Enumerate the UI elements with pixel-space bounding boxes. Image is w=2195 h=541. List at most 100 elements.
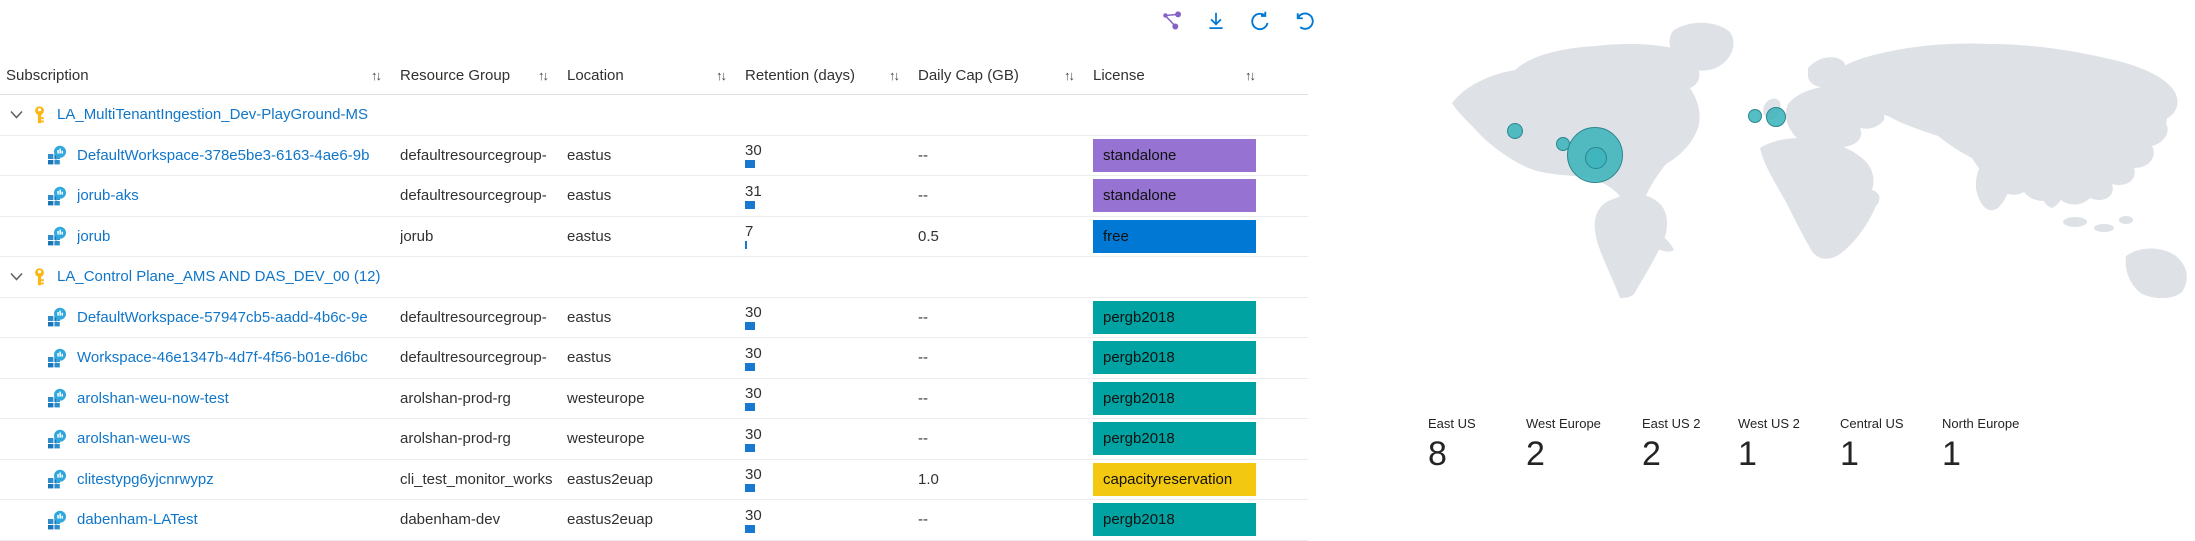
resource-group-cell: dabenham-dev bbox=[400, 511, 501, 529]
world-map bbox=[1452, 22, 2187, 298]
workspace-name-link[interactable]: jorub-aks bbox=[77, 187, 139, 205]
retention-cell: 30 bbox=[745, 345, 918, 371]
daily-cap-cell: -- bbox=[918, 349, 928, 367]
resource-group-cell: arolshan-prod-rg bbox=[400, 389, 511, 407]
workspace-name-link[interactable]: arolshan-weu-ws bbox=[77, 430, 191, 448]
sort-arrows-icon[interactable]: ↑↓ bbox=[1245, 67, 1256, 83]
region-count: 2 bbox=[1526, 435, 1545, 473]
retention-cell: 31 bbox=[745, 183, 918, 209]
log-analytics-workspace-icon bbox=[47, 348, 67, 368]
table-row[interactable]: arolshan-weu-ws arolshan-prod-rg westeur… bbox=[0, 419, 1308, 460]
retention-bar bbox=[745, 241, 747, 250]
workspace-name-link[interactable]: dabenham-LATest bbox=[77, 511, 198, 529]
license-badge: capacityreservation bbox=[1093, 462, 1256, 496]
subscription-group-row[interactable]: LA_MultiTenantIngestion_Dev-PlayGround-M… bbox=[0, 95, 1308, 136]
region-count: 1 bbox=[1840, 435, 1859, 473]
subscription-key-icon bbox=[32, 105, 47, 124]
sort-arrows-icon[interactable]: ↑↓ bbox=[1064, 67, 1075, 83]
location-cell: eastus bbox=[567, 146, 612, 164]
retention-cell: 30 bbox=[745, 385, 918, 412]
subscription-key-icon bbox=[32, 267, 47, 286]
resource-group-cell: defaultresourcegroup- bbox=[400, 349, 547, 367]
workspace-name-link[interactable]: Workspace-46e1347b-4d7f-4f56-b01e-d6bc bbox=[77, 349, 368, 367]
map-bubble[interactable] bbox=[1766, 107, 1786, 127]
retention-cell: 30 bbox=[745, 426, 918, 452]
workspace-name-link[interactable]: arolshan-weu-now-test bbox=[77, 389, 229, 407]
column-header-license[interactable]: License ↑↓ bbox=[1093, 66, 1256, 84]
resource-group-cell: defaultresourcegroup- bbox=[400, 187, 547, 205]
subscription-name-link[interactable]: LA_Control Plane_AMS AND DAS_DEV_00 (12) bbox=[57, 268, 381, 286]
daily-cap-cell: 0.5 bbox=[918, 227, 939, 245]
retention-bar bbox=[745, 403, 755, 412]
undo-icon[interactable] bbox=[1292, 8, 1316, 34]
column-header-resource-group[interactable]: Resource Group ↑↓ bbox=[400, 66, 549, 84]
graph-icon[interactable] bbox=[1160, 8, 1184, 34]
column-header-location[interactable]: Location ↑↓ bbox=[567, 66, 727, 84]
workspace-name-link[interactable]: jorub bbox=[77, 227, 111, 245]
license-badge: pergb2018 bbox=[1093, 381, 1256, 415]
map-bubble[interactable] bbox=[1748, 109, 1762, 123]
table-row[interactable]: DefaultWorkspace-57947cb5-aadd-4b6c-9e d… bbox=[0, 297, 1308, 338]
table-row[interactable]: clitestypg6yjcnrwypz cli_test_monitor_wo… bbox=[0, 459, 1308, 500]
region-count: 1 bbox=[1738, 435, 1757, 473]
retention-cell: 30 bbox=[745, 466, 918, 493]
workspace-name-link[interactable]: clitestypg6yjcnrwypz bbox=[77, 470, 214, 488]
log-analytics-workspace-icon bbox=[47, 226, 67, 246]
daily-cap-cell: 1.0 bbox=[918, 470, 939, 488]
column-header-daily-cap[interactable]: Daily Cap (GB) ↑↓ bbox=[918, 66, 1075, 84]
workspace-name-link[interactable]: DefaultWorkspace-57947cb5-aadd-4b6c-9e bbox=[77, 308, 368, 326]
table-row[interactable]: Workspace-46e1347b-4d7f-4f56-b01e-d6bc d… bbox=[0, 338, 1308, 379]
daily-cap-cell: -- bbox=[918, 308, 928, 326]
retention-cell: 30 bbox=[745, 142, 918, 169]
region-stat: North Europe 1 bbox=[1942, 416, 2020, 473]
region-stat: East US 8 bbox=[1428, 416, 1476, 473]
column-header-subscription[interactable]: Subscription ↑↓ bbox=[6, 66, 382, 84]
daily-cap-cell: -- bbox=[918, 187, 928, 205]
log-analytics-workspace-icon bbox=[47, 145, 67, 165]
log-analytics-workspace-icon bbox=[47, 388, 67, 408]
retention-cell: 30 bbox=[745, 304, 918, 331]
workspaces-table: Subscription ↑↓ Resource Group ↑↓ Location… bbox=[0, 56, 1308, 541]
refresh-icon[interactable] bbox=[1248, 8, 1272, 34]
sort-arrows-icon[interactable]: ↑↓ bbox=[371, 67, 382, 83]
location-cell: eastus2euap bbox=[567, 470, 653, 488]
daily-cap-cell: -- bbox=[918, 511, 928, 529]
map-bubble[interactable] bbox=[1507, 123, 1523, 139]
column-header-retention[interactable]: Retention (days) ↑↓ bbox=[745, 66, 900, 84]
retention-bar bbox=[745, 160, 755, 169]
chevron-down-icon[interactable] bbox=[10, 110, 23, 119]
region-stat: West Europe 2 bbox=[1526, 416, 1601, 473]
subscription-group-row[interactable]: LA_Control Plane_AMS AND DAS_DEV_00 (12) bbox=[0, 257, 1308, 298]
retention-bar bbox=[745, 362, 755, 371]
table-row[interactable]: arolshan-weu-now-test arolshan-prod-rg w… bbox=[0, 378, 1308, 419]
grid-toolbar bbox=[1160, 8, 1316, 34]
table-row[interactable]: jorub-aks defaultresourcegroup- eastus 3… bbox=[0, 176, 1308, 217]
table-row[interactable]: dabenham-LATest dabenham-dev eastus2euap… bbox=[0, 500, 1308, 541]
chevron-down-icon[interactable] bbox=[10, 272, 23, 281]
region-count: 8 bbox=[1428, 435, 1447, 473]
resource-group-cell: arolshan-prod-rg bbox=[400, 430, 511, 448]
region-stat: Central US 1 bbox=[1840, 416, 1904, 473]
download-icon[interactable] bbox=[1204, 8, 1228, 34]
license-badge: pergb2018 bbox=[1093, 422, 1256, 456]
map-bubble[interactable] bbox=[1585, 147, 1607, 169]
license-badge: free bbox=[1093, 219, 1256, 253]
sort-arrows-icon[interactable]: ↑↓ bbox=[716, 67, 727, 83]
sort-arrows-icon[interactable]: ↑↓ bbox=[889, 67, 900, 83]
location-cell: eastus2euap bbox=[567, 511, 653, 529]
subscription-name-link[interactable]: LA_MultiTenantIngestion_Dev-PlayGround-M… bbox=[57, 106, 368, 124]
retention-cell: 30 bbox=[745, 507, 918, 533]
workspace-name-link[interactable]: DefaultWorkspace-378e5be3-6163-4ae6-9b bbox=[77, 146, 370, 164]
table-row[interactable]: DefaultWorkspace-378e5be3-6163-4ae6-9b d… bbox=[0, 135, 1308, 176]
table-header: Subscription ↑↓ Resource Group ↑↓ Location… bbox=[0, 56, 1308, 95]
log-analytics-workspace-icon bbox=[47, 307, 67, 327]
daily-cap-cell: -- bbox=[918, 146, 928, 164]
table-row[interactable]: jorub jorub eastus 7 0.5 free bbox=[0, 216, 1308, 257]
sort-arrows-icon[interactable]: ↑↓ bbox=[538, 67, 549, 83]
resource-group-cell: cli_test_monitor_works bbox=[400, 470, 553, 488]
location-cell: eastus bbox=[567, 308, 612, 326]
license-badge: standalone bbox=[1093, 138, 1256, 172]
